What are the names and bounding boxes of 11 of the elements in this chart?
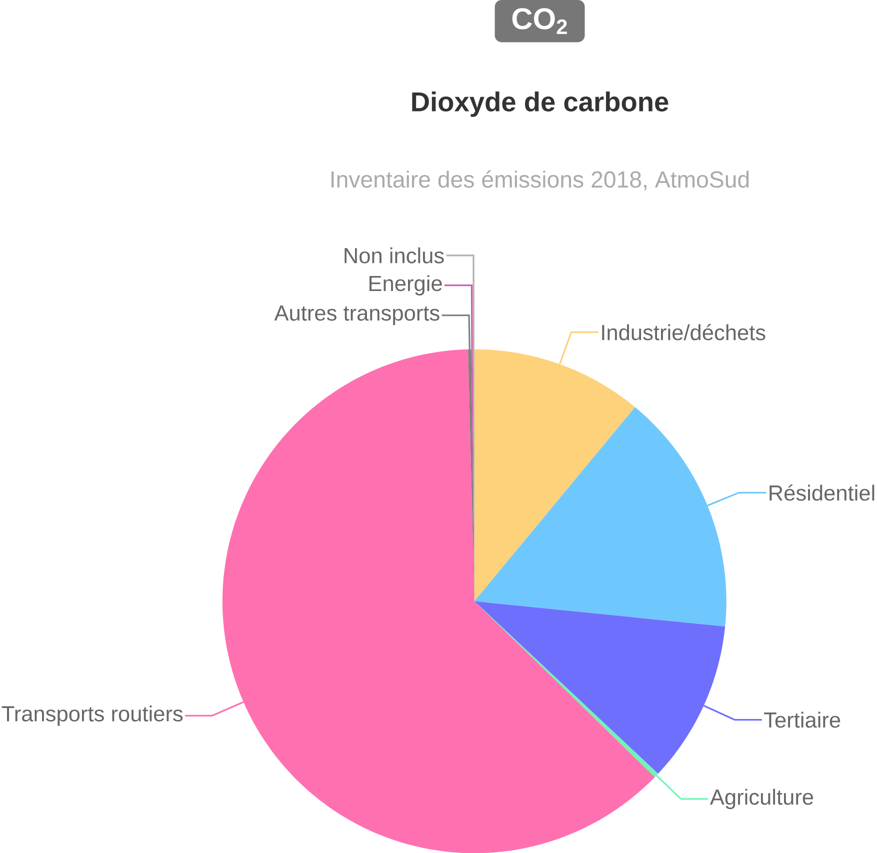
slice-label: Agriculture <box>710 788 814 810</box>
slice-label: Industrie/déchets <box>602 324 766 340</box>
text: Inventaire des émissions 2018, AtmoSud <box>331 170 749 190</box>
slice-label: Résidentiel <box>770 484 874 501</box>
slice-label: Non inclus <box>344 247 444 264</box>
chart-title: CO$_{2}$ <box>512 8 567 34</box>
slice-label: Tertiaire <box>764 712 840 728</box>
slice-label: Autres transports <box>274 305 440 325</box>
slice-label: Transports routiers <box>2 705 183 726</box>
chart-subtitle: Dioxyde de carbone <box>412 91 668 117</box>
slice-label: Energie <box>370 275 442 296</box>
